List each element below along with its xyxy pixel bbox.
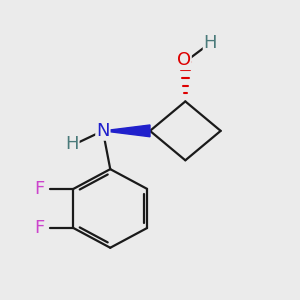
Text: F: F [34, 180, 45, 198]
Polygon shape [103, 125, 150, 137]
Text: H: H [204, 34, 217, 52]
Text: F: F [34, 219, 45, 237]
Text: N: N [96, 122, 110, 140]
Text: O: O [177, 51, 191, 69]
Text: H: H [65, 135, 79, 153]
